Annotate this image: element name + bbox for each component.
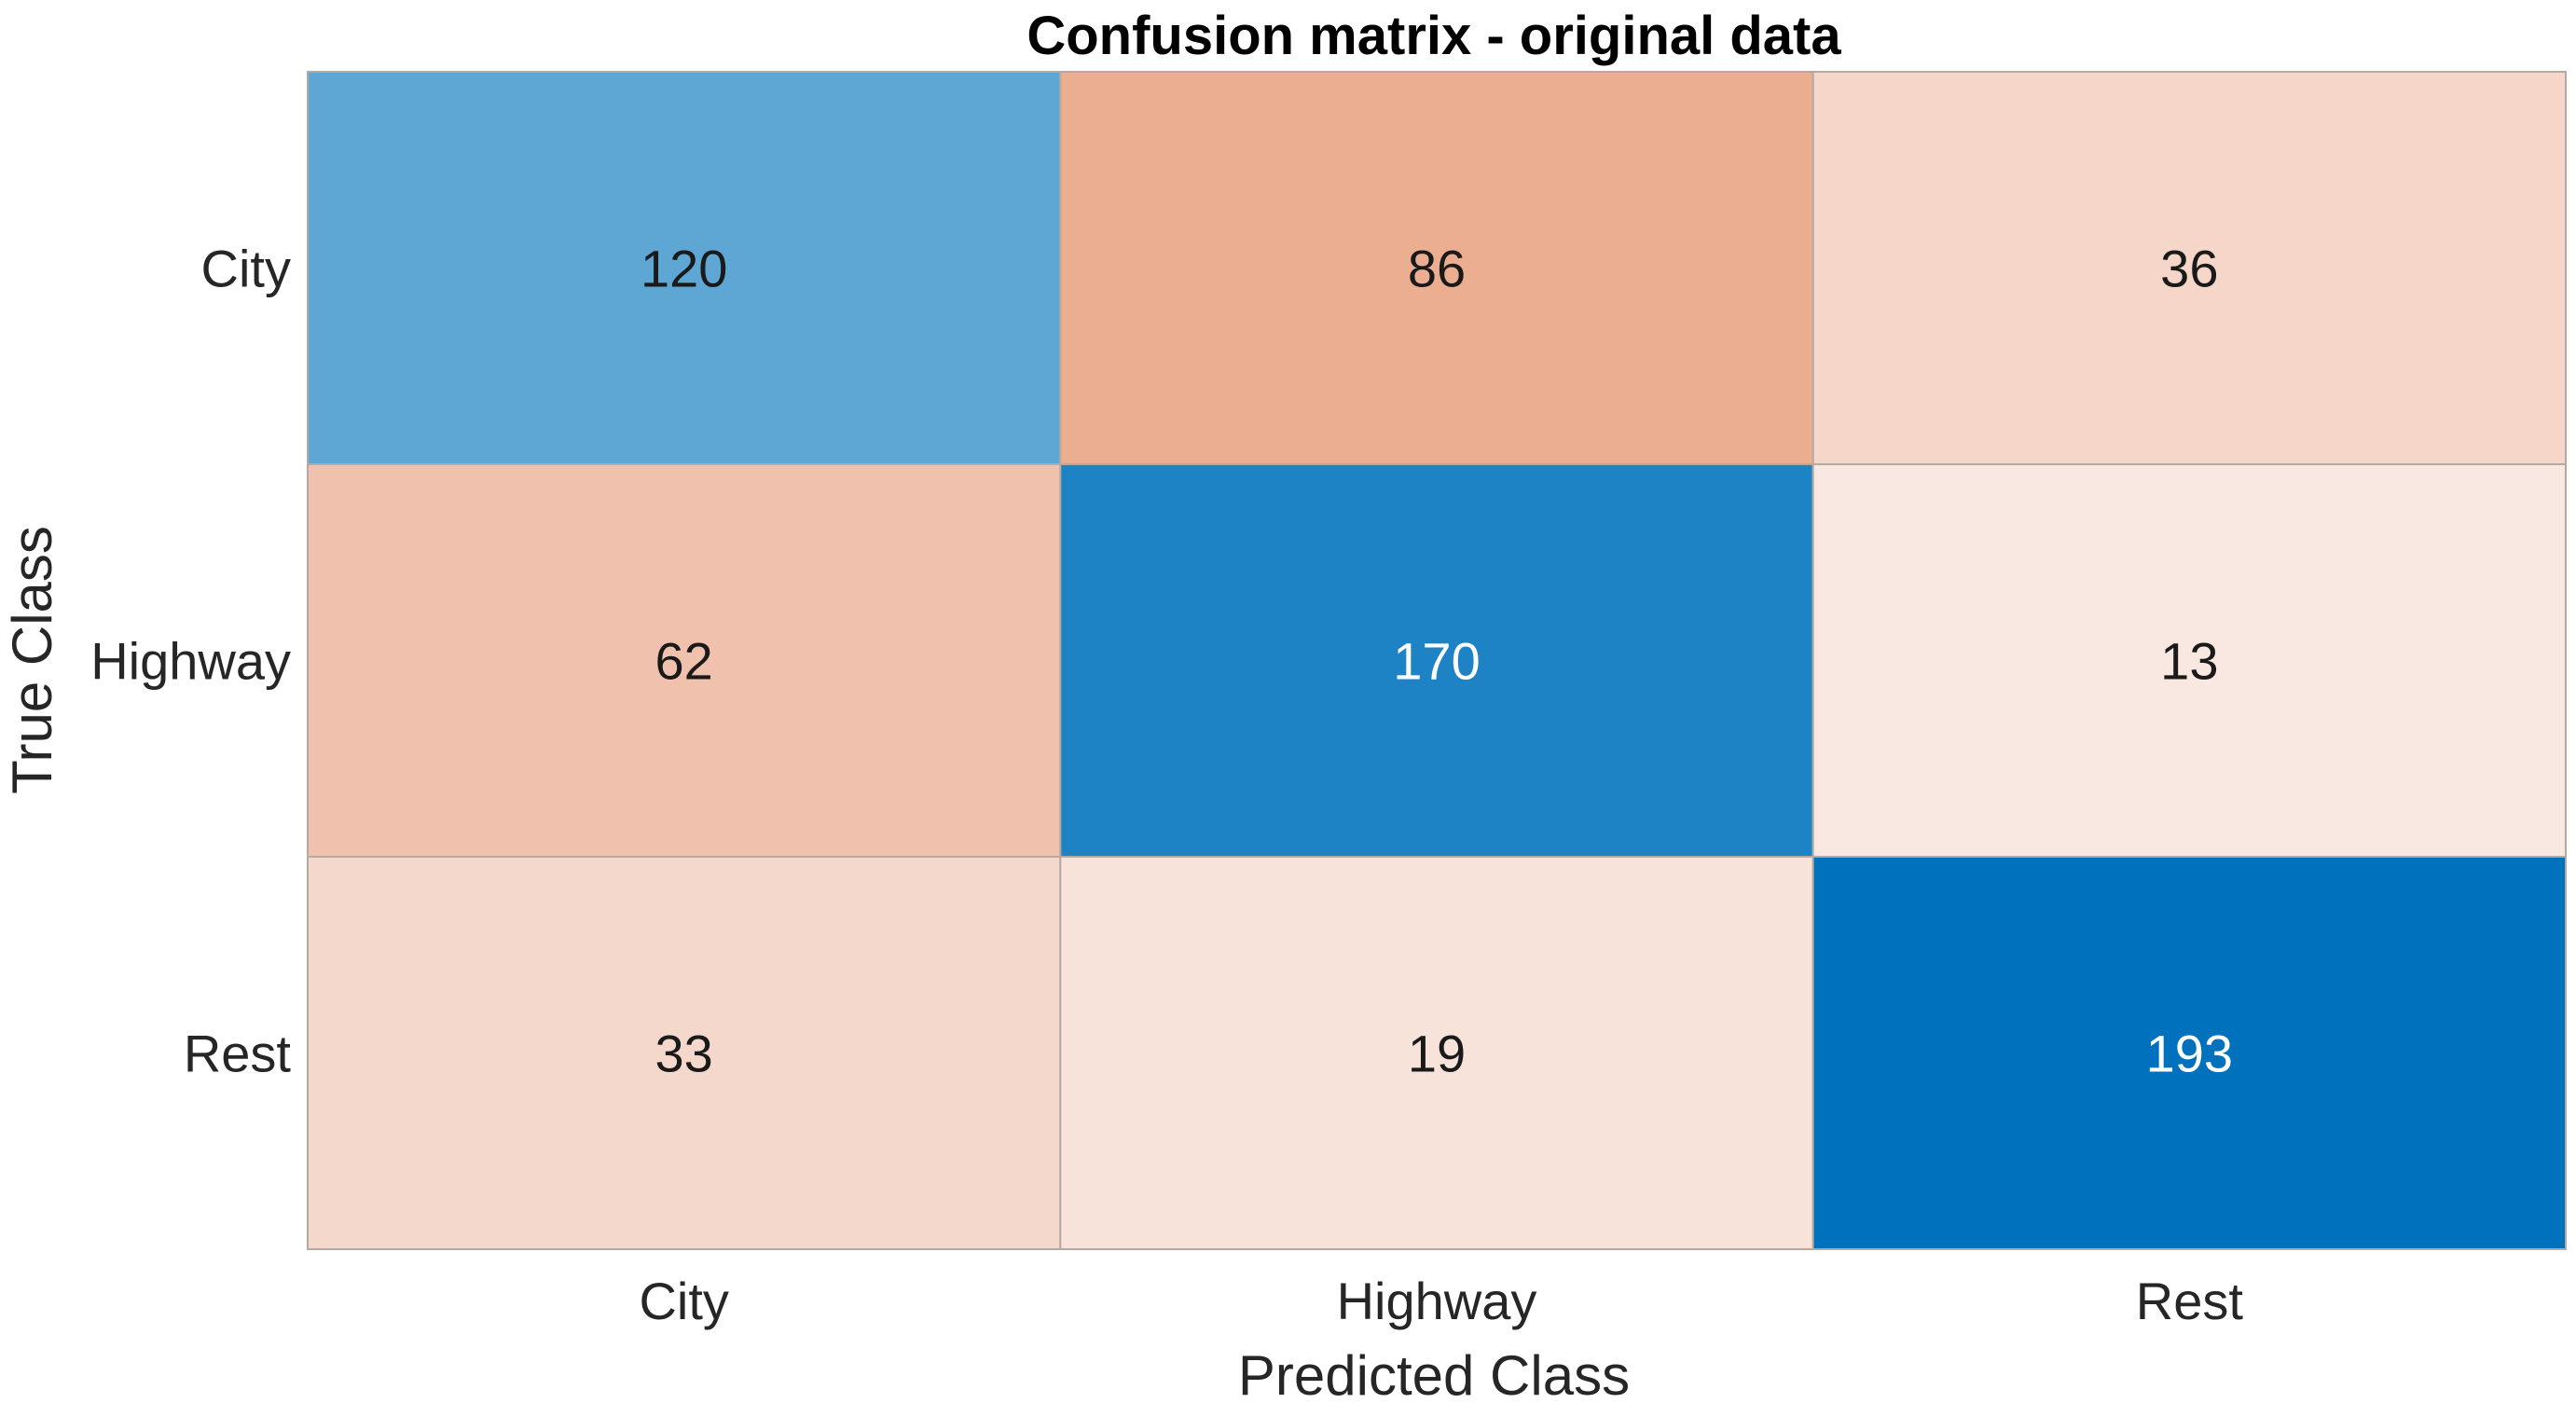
matrix-cell-r0-c2 (1811, 71, 2567, 465)
matrix-cell-r1-c0 (307, 463, 1062, 858)
matrix-cell-r2-c2 (1811, 856, 2567, 1250)
x-tick-label: City (639, 1272, 728, 1330)
cell-value-r2-c0: 33 (655, 1025, 713, 1083)
cell-value-r0-c1: 86 (1408, 240, 1466, 298)
y-tick-labels: City Highway Rest (90, 240, 291, 1083)
cell-value-r0-c2: 36 (2160, 240, 2218, 298)
matrix-cell-r2-c1 (1059, 856, 1814, 1250)
chart-title: Confusion matrix - original data (1026, 6, 1841, 66)
y-tick-label: Highway (90, 632, 291, 691)
cell-value-r2-c1: 19 (1408, 1025, 1466, 1083)
y-tick-label: Rest (184, 1025, 292, 1083)
cell-value-r2-c2: 193 (2146, 1025, 2233, 1083)
cell-value-r0-c0: 120 (641, 240, 727, 298)
cell-value-r1-c2: 13 (2160, 632, 2218, 691)
cell-value-r1-c1: 170 (1393, 632, 1480, 691)
x-tick-label: Highway (1337, 1272, 1537, 1330)
y-axis-label: True Class (1, 526, 63, 794)
x-axis-label: Predicted Class (1238, 1344, 1630, 1407)
x-tick-labels: City Highway Rest (639, 1272, 2243, 1330)
matrix-cells: 120 86 36 62 170 13 33 19 193 (307, 71, 2567, 1250)
y-tick-label: City (201, 240, 291, 298)
x-tick-label: Rest (2136, 1272, 2244, 1330)
matrix-cell-r1-c2 (1811, 463, 2567, 858)
cell-value-r1-c0: 62 (655, 632, 713, 691)
matrix-cell-r2-c0 (307, 856, 1062, 1250)
matrix-cell-r1-c1 (1059, 463, 1814, 858)
matrix-cell-r0-c1 (1059, 71, 1814, 465)
matrix-cell-r0-c0 (307, 71, 1062, 465)
